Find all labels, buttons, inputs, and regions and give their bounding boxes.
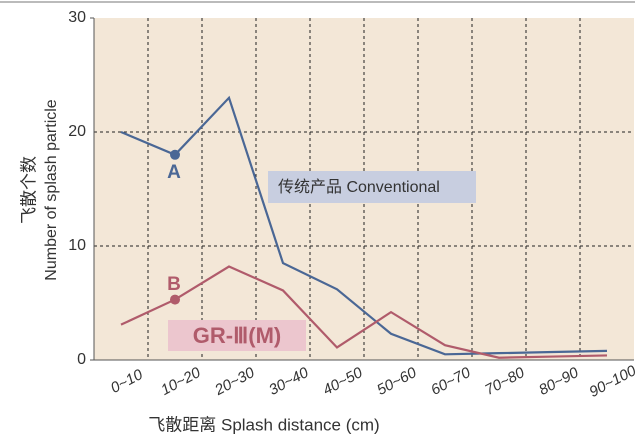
x-tick-label: 10~20 — [158, 364, 204, 399]
annotation: B — [167, 274, 181, 295]
point-marker — [170, 149, 180, 160]
y-tick-label: 10 — [68, 237, 86, 254]
x-axis-label: 飞散距离 Splash distance (cm) — [148, 415, 379, 434]
x-tick-label: 80~90 — [536, 364, 582, 399]
series-label: GR-Ⅲ(M) — [193, 323, 281, 348]
y-tick-label: 20 — [68, 123, 86, 140]
x-tick-label: 30~40 — [266, 364, 312, 399]
x-tick-label: 60~70 — [428, 364, 474, 399]
y-tick-label: 30 — [68, 9, 86, 26]
annotation: A — [167, 162, 181, 183]
point-marker — [170, 294, 180, 305]
series-line — [120, 95, 608, 356]
series-label: 传统产品 Conventional — [278, 178, 440, 196]
x-tick-label: 20~30 — [211, 364, 258, 400]
x-tick-label: 0~10 — [108, 366, 146, 397]
series-label-box — [168, 320, 306, 351]
y-axis-label: Number of splash particle — [43, 99, 60, 281]
x-tick-label: 90~100 — [586, 362, 635, 401]
x-tick-label: 50~60 — [374, 364, 420, 399]
y-axis-label: 飞散个数 — [19, 156, 38, 224]
x-tick-label: 40~50 — [320, 364, 366, 399]
x-tick-label: 70~80 — [482, 364, 528, 399]
series-line — [120, 265, 608, 359]
y-tick-label: 0 — [77, 351, 86, 368]
series-label-box — [268, 171, 476, 203]
